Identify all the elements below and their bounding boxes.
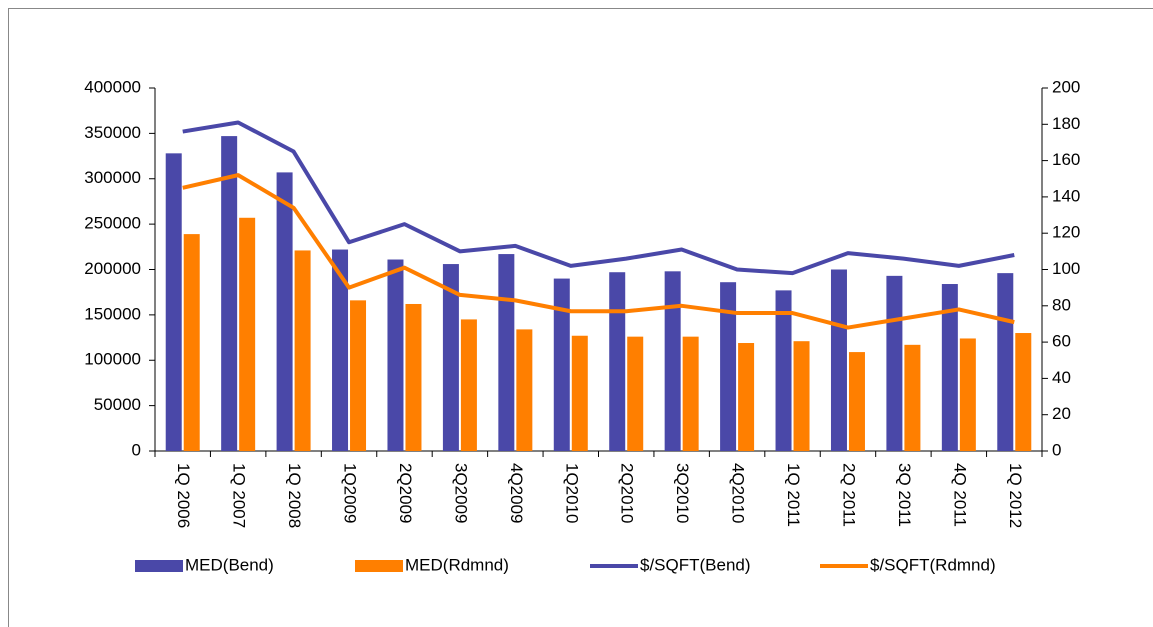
x-tick-label: 1Q 2007	[230, 463, 249, 528]
y2-tick-label: 20	[1052, 404, 1071, 423]
y-tick-label: 50000	[94, 395, 141, 414]
legend-label: $/SQFT(Bend)	[640, 555, 751, 574]
bar	[959, 338, 976, 451]
y-tick-label: 250000	[84, 214, 141, 233]
line	[182, 120, 1015, 276]
bar	[793, 341, 810, 451]
bar	[886, 275, 903, 451]
y-tick-label: 200000	[84, 259, 141, 278]
x-tick-label: 2Q2009	[396, 463, 415, 524]
bar	[442, 264, 459, 451]
x-tick-label: 3Q2009	[451, 463, 470, 524]
x-tick-label: 1Q2010	[562, 463, 581, 524]
x-tick-label: 1Q2009	[341, 463, 360, 524]
bar	[720, 282, 737, 451]
bar	[627, 336, 644, 451]
x-tick-label: 4Q2010	[729, 463, 748, 524]
chart-frame	[8, 8, 1153, 627]
legend-label: $/SQFT(Rdmnd)	[870, 555, 996, 574]
bar	[904, 344, 921, 451]
line	[182, 173, 1015, 330]
y2-tick-label: 140	[1052, 186, 1080, 205]
y-tick-label: 150000	[84, 304, 141, 323]
y2-tick-label: 0	[1052, 440, 1061, 459]
x-tick-label: 1Q 2008	[285, 463, 304, 528]
legend-label: MED(Rdmnd)	[405, 555, 509, 574]
bar	[460, 319, 477, 451]
bar	[738, 343, 755, 451]
y-tick-label: 100000	[84, 350, 141, 369]
bar	[848, 352, 865, 451]
bar	[165, 153, 182, 451]
bar	[239, 217, 256, 451]
legend-swatch	[135, 560, 183, 572]
x-tick-label: 1Q 2006	[174, 463, 193, 528]
bar	[183, 234, 200, 451]
y2-tick-label: 160	[1052, 150, 1080, 169]
y2-tick-label: 120	[1052, 223, 1080, 242]
bar	[664, 271, 681, 451]
bar	[571, 335, 588, 451]
bar	[294, 250, 311, 451]
bar	[553, 278, 570, 451]
bar	[498, 254, 515, 451]
y-tick-label: 0	[132, 440, 141, 459]
bar	[997, 273, 1014, 451]
bar	[516, 329, 533, 451]
bar	[941, 284, 958, 451]
y-tick-label: 350000	[84, 123, 141, 142]
legend-label: MED(Bend)	[185, 555, 274, 574]
bar	[775, 290, 792, 451]
x-tick-label: 3Q 2011	[895, 463, 914, 527]
y-tick-label: 400000	[84, 77, 141, 96]
x-tick-label: 3Q2010	[673, 463, 692, 524]
y-tick-label: 300000	[84, 168, 141, 187]
y2-tick-label: 60	[1052, 332, 1071, 351]
legend-swatch	[355, 560, 403, 572]
y2-tick-label: 200	[1052, 77, 1080, 96]
bar	[332, 249, 349, 451]
y2-tick-label: 40	[1052, 368, 1071, 387]
bar	[609, 272, 626, 451]
bar	[387, 259, 404, 451]
bar	[830, 269, 847, 451]
y2-tick-label: 180	[1052, 114, 1080, 133]
bar	[276, 172, 293, 451]
x-tick-label: 2Q2010	[618, 463, 637, 524]
x-tick-label: 1Q 2011	[784, 463, 803, 527]
x-tick-label: 1Q 2012	[1006, 463, 1025, 528]
bar	[1015, 333, 1032, 451]
y2-tick-label: 80	[1052, 295, 1071, 314]
x-tick-label: 4Q 2011	[950, 463, 969, 527]
bar	[405, 303, 422, 451]
bar	[350, 300, 367, 451]
bar	[221, 136, 238, 451]
bar	[682, 336, 699, 451]
y2-tick-label: 100	[1052, 259, 1080, 278]
x-tick-label: 4Q2009	[507, 463, 526, 524]
x-tick-label: 2Q 2011	[839, 463, 858, 527]
